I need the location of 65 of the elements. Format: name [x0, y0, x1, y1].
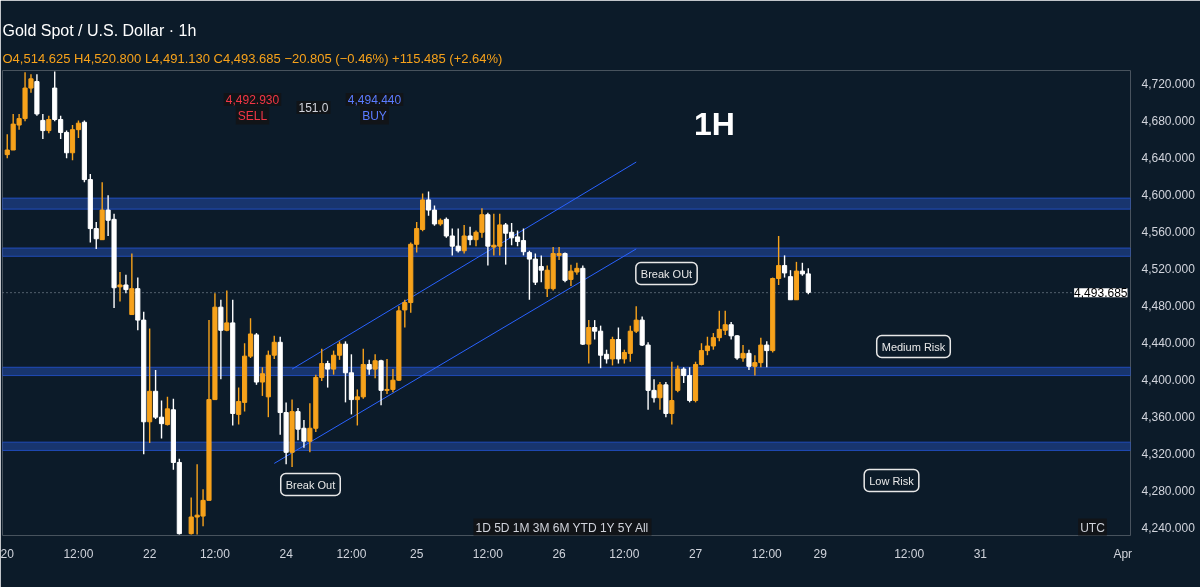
candlestick	[764, 340, 770, 368]
x-tick-label: 12:00	[894, 546, 925, 561]
candlestick	[224, 289, 230, 332]
x-tick-label: 12:00	[472, 546, 504, 561]
candlestick	[675, 364, 681, 393]
y-tick-label: 4,720.000	[1141, 76, 1196, 91]
x-tick-label: 20	[0, 546, 15, 561]
annotation: BUY	[362, 108, 387, 123]
candlestick	[117, 271, 123, 303]
y-tick-label: 4,320.000	[1141, 446, 1196, 461]
candlestick	[615, 326, 621, 365]
annotation: Low Risk	[869, 474, 915, 487]
candlestick	[787, 269, 794, 301]
annotation: SELL	[237, 108, 268, 123]
y-tick-label: 4,640.000	[1141, 150, 1196, 165]
y-tick-label: 4,360.000	[1141, 409, 1196, 424]
x-tick-label: 27	[688, 546, 703, 561]
annotation: 4,492.930	[225, 93, 280, 107]
y-tick-label: 4,600.000	[1141, 187, 1196, 202]
candlestick	[657, 381, 663, 411]
x-tick-label: Apr	[1113, 546, 1133, 561]
x-tick-label: 12:00	[609, 546, 640, 561]
y-tick-label: 4,480.000	[1141, 298, 1196, 313]
x-tick-label: 22	[142, 546, 157, 561]
annotation: UTC	[1080, 520, 1106, 535]
candlestick	[325, 360, 331, 389]
annotation: Medium Risk	[881, 340, 946, 353]
x-tick-label: 12:00	[336, 546, 367, 561]
y-tick-label: 4,400.000	[1141, 372, 1196, 387]
x-tick-label: 26	[552, 546, 567, 561]
y-tick-label: 4,560.000	[1141, 224, 1196, 239]
annotation: Break OUt	[640, 267, 693, 280]
x-tick-label: 29	[813, 546, 828, 561]
candlestick	[164, 396, 171, 427]
candlestick	[467, 226, 473, 246]
x-tick-label: 24	[279, 546, 294, 561]
ref-line-label: 4,493.685	[1074, 286, 1128, 301]
y-tick-label: 4,280.000	[1141, 483, 1196, 498]
y-tick-label: 4,680.000	[1141, 113, 1196, 128]
y-tick-label: 4,240.000	[1141, 520, 1196, 535]
candlestick	[123, 274, 129, 294]
x-tick-label: 25	[410, 546, 424, 561]
x-tick-label: 12:00	[63, 546, 94, 561]
x-tick-label: 12:00	[751, 546, 783, 561]
y-tick-label: 4,440.000	[1141, 335, 1196, 350]
x-tick-label: 12:00	[199, 546, 231, 561]
candlestick	[586, 319, 592, 365]
candlestick	[669, 361, 675, 426]
annotation: 1D 5D 1M 3M 6M YTD 1Y 5Y All	[475, 520, 649, 535]
y-tick-label: 4,520.000	[1141, 261, 1196, 276]
candlestick	[740, 344, 746, 363]
candlestick	[461, 224, 467, 255]
candlestick	[372, 353, 378, 380]
candlestick	[609, 336, 616, 367]
candlestick	[40, 113, 46, 140]
annotation: Break Out	[285, 478, 336, 491]
candlestick	[781, 254, 788, 279]
annotation: 4,494.440	[347, 93, 402, 107]
annotation: 1H	[694, 105, 735, 142]
candlestick	[218, 299, 224, 380]
chart-subtitle: O4,514.625 H4,520.800 L4,491.130 C4,493.685 −20.805 (−0.46%) +115.485 (+2.64%)	[2, 50, 503, 66]
annotation: 151.0	[298, 101, 329, 115]
candlestick	[746, 348, 752, 371]
chart-title: Gold Spot / U.S. Dollar · 1h	[2, 21, 197, 39]
x-tick-label: 31	[973, 546, 988, 561]
